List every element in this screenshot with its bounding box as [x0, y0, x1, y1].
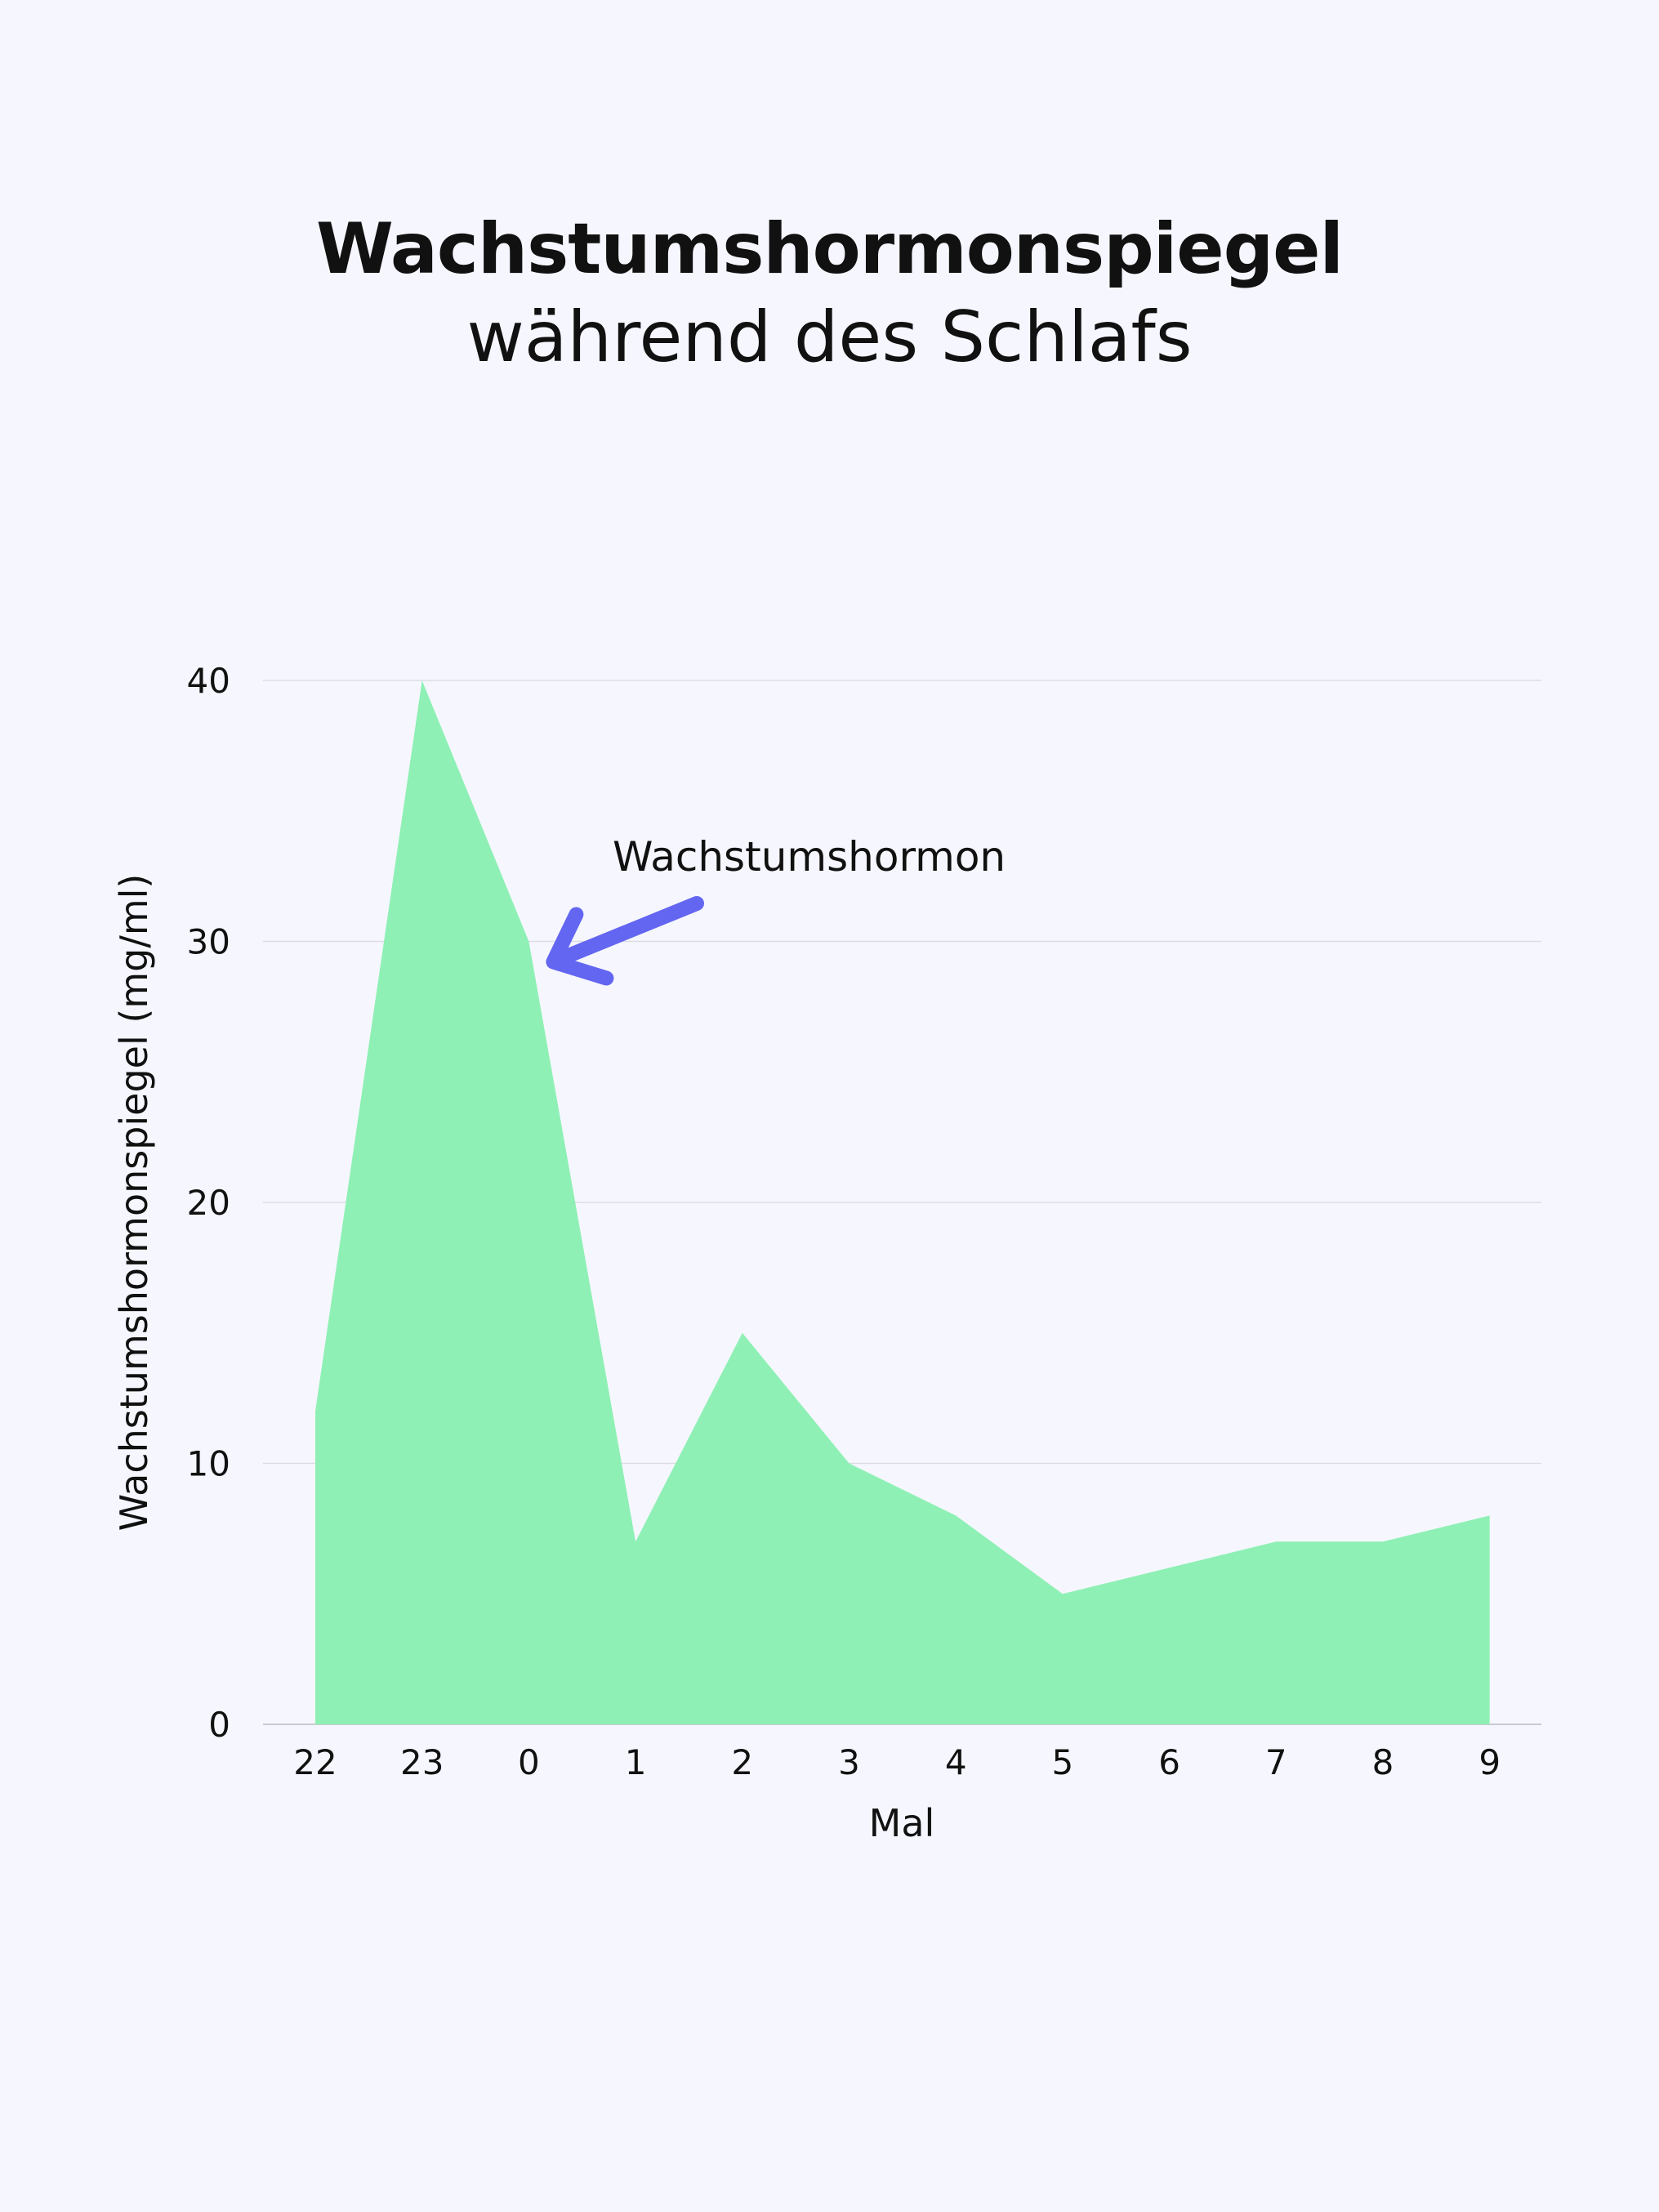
- area-series: [315, 680, 1490, 1724]
- x-tick-label-22: 22: [293, 1742, 337, 1782]
- y-tick-label-0: 0: [208, 1705, 230, 1745]
- annotation-label: Wachstumshormon: [613, 833, 1006, 881]
- x-axis-label: Mal: [869, 1801, 935, 1845]
- x-tick-label-6: 6: [1158, 1742, 1180, 1782]
- x-tick-label-2: 2: [731, 1742, 753, 1782]
- x-tick-label-7: 7: [1265, 1742, 1287, 1782]
- y-tick-label-40: 40: [187, 661, 230, 701]
- y-tick-label-30: 30: [187, 922, 230, 962]
- annotation-arrow-icon: [546, 896, 704, 986]
- y-tick-label-20: 20: [187, 1183, 230, 1223]
- x-tick-label-8: 8: [1372, 1742, 1394, 1782]
- x-tick-label-0: 0: [518, 1742, 540, 1782]
- x-tick-label-3: 3: [838, 1742, 860, 1782]
- y-tick-label-10: 10: [187, 1444, 230, 1484]
- chart-subtitle: während des Schlafs: [466, 297, 1193, 378]
- chart-title: Wachstumshormonspiegel: [316, 208, 1344, 290]
- area-layer: [315, 680, 1490, 1724]
- x-axis-ticks: 22 23 0 1 2 3 4 5 6 7 8 9: [293, 1742, 1501, 1782]
- x-tick-label-5: 5: [1052, 1742, 1074, 1782]
- annotation: Wachstumshormon: [546, 833, 1006, 986]
- y-axis-label: Wachstumshormonspiegel (mg/ml): [112, 874, 156, 1532]
- x-tick-label-9: 9: [1478, 1742, 1501, 1782]
- x-tick-label-23: 23: [400, 1742, 444, 1782]
- chart-title-block: Wachstumshormonspiegel während des Schla…: [0, 208, 1659, 378]
- x-tick-label-4: 4: [945, 1742, 967, 1782]
- x-tick-label-1: 1: [625, 1742, 647, 1782]
- y-axis-ticks: 0 10 20 30 40: [187, 661, 230, 1745]
